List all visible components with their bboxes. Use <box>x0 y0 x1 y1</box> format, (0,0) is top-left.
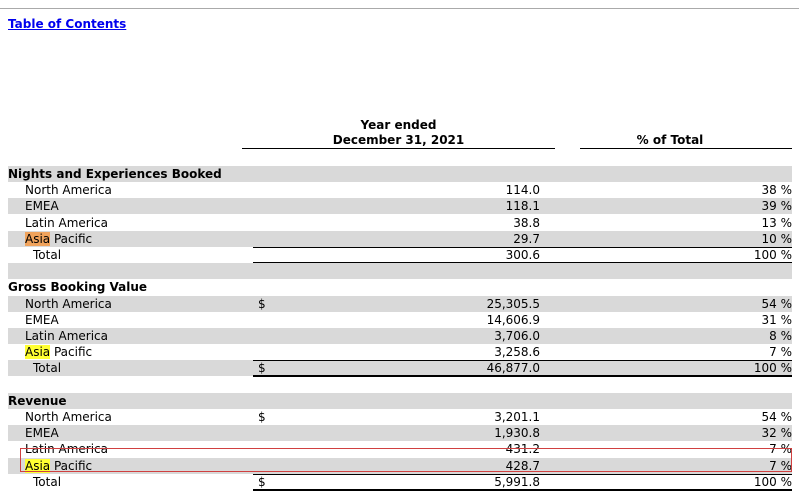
section-title: Nights and Experiences Booked <box>8 167 222 181</box>
top-rule <box>0 8 799 9</box>
row-label: EMEA <box>25 426 59 441</box>
percent: 7 % <box>769 458 792 473</box>
percent: 54 % <box>761 410 793 424</box>
row-label: North America <box>25 296 112 311</box>
table-row: North America 114.0 38 % <box>8 182 792 198</box>
total-rule <box>253 488 792 491</box>
percent: 7 % <box>769 442 792 457</box>
value: 114.0 <box>505 183 540 198</box>
row-label: North America <box>25 410 112 424</box>
percent: 100 % <box>753 248 792 262</box>
header-rule <box>242 148 555 149</box>
total-rule <box>253 262 792 264</box>
row-label: Total <box>33 361 62 376</box>
table-row: Gross Booking Value <box>8 279 792 295</box>
percent: 31 % <box>761 312 793 327</box>
currency: $ <box>258 474 266 489</box>
currency: $ <box>258 410 266 424</box>
table-row: EMEA 14,606.9 31 % <box>8 312 792 328</box>
table-row: Asia Pacific 428.7 7 % <box>8 457 792 474</box>
total-rule <box>253 375 792 378</box>
row-label: Latin America <box>25 215 108 230</box>
total-rule <box>253 247 792 248</box>
value: 38.8 <box>513 215 540 230</box>
value: 14,606.9 <box>486 312 540 327</box>
label-part: Pacific <box>53 458 93 473</box>
table-row: EMEA 118.1 39 % <box>8 198 793 215</box>
label-part: Pacific <box>53 231 93 246</box>
section-title: Revenue <box>8 393 67 408</box>
column-header: % of Total <box>636 133 704 147</box>
row-label: North America <box>25 183 112 198</box>
row-label: Latin America <box>25 442 108 457</box>
table-row: Total $5,991.8 100 % <box>8 473 792 491</box>
section-title: Gross Booking Value <box>8 280 148 295</box>
table-row: Total $46,877.0 100 % <box>8 360 792 378</box>
toc-link[interactable]: Table of Contents <box>8 17 127 31</box>
table-row: Total 300.6 100 % <box>8 247 792 264</box>
table-row: North America $25,305.5 54 % <box>8 295 793 312</box>
table-row: Revenue <box>8 392 792 409</box>
header-rule <box>580 148 792 149</box>
table-row: Asia Pacific 3,258.6 7 % <box>8 344 792 360</box>
value: 3,258.6 <box>494 345 540 360</box>
value: 428.7 <box>505 458 540 473</box>
table-row: Latin America 3,706.0 8 % <box>8 328 792 344</box>
row-label: Asia Pacific <box>25 344 92 360</box>
value: 29.7 <box>513 231 540 246</box>
column-header: December 31, 2021 <box>332 133 465 147</box>
percent: 10 % <box>761 231 793 246</box>
percent: 7 % <box>769 345 792 360</box>
currency: $ <box>258 361 266 376</box>
percent: 54 % <box>761 296 793 311</box>
row-label: Asia Pacific <box>25 458 92 474</box>
value: 1,930.8 <box>494 426 540 441</box>
table-row <box>8 263 792 280</box>
table-row: Nights and Experiences Booked <box>8 166 792 182</box>
label-part: Pacific <box>53 345 93 360</box>
value: 118.1 <box>505 199 540 214</box>
row-label: Total <box>33 474 62 489</box>
row-label: Latin America <box>25 329 108 343</box>
table-row <box>8 377 792 393</box>
row-label: Total <box>33 248 62 262</box>
value: 5,991.8 <box>494 474 540 489</box>
label-part: Asia <box>25 458 51 473</box>
percent: 100 % <box>753 361 792 376</box>
table-row: EMEA 1,930.8 32 % <box>8 425 793 442</box>
selection-box <box>20 448 792 472</box>
value: 300.6 <box>505 248 540 262</box>
table-row: Latin America 431.2 7 % <box>8 441 792 457</box>
value: 25,305.5 <box>486 296 540 311</box>
percent: 13 % <box>761 215 793 230</box>
total-rule <box>253 360 792 362</box>
total-rule <box>253 473 792 475</box>
row-label: EMEA <box>25 312 59 327</box>
value: 3,201.1 <box>494 410 540 424</box>
row-label: EMEA <box>25 199 59 214</box>
percent: 8 % <box>769 329 792 343</box>
percent: 38 % <box>761 183 793 198</box>
table-row: Latin America 38.8 13 % <box>8 215 792 231</box>
row-label: Asia Pacific <box>25 231 92 247</box>
table-row: North America $3,201.1 54 % <box>8 409 792 425</box>
value: 46,877.0 <box>486 361 540 376</box>
value: 431.2 <box>505 442 540 457</box>
table-row: Asia Pacific 29.7 10 % <box>8 230 793 247</box>
value: 3,706.0 <box>494 329 540 343</box>
label-part: Asia <box>25 231 51 246</box>
percent: 32 % <box>761 426 793 441</box>
currency: $ <box>258 296 266 311</box>
percent: 100 % <box>753 474 792 489</box>
label-part: Asia <box>25 345 51 360</box>
percent: 39 % <box>761 199 793 214</box>
column-header: Year ended <box>360 118 437 132</box>
